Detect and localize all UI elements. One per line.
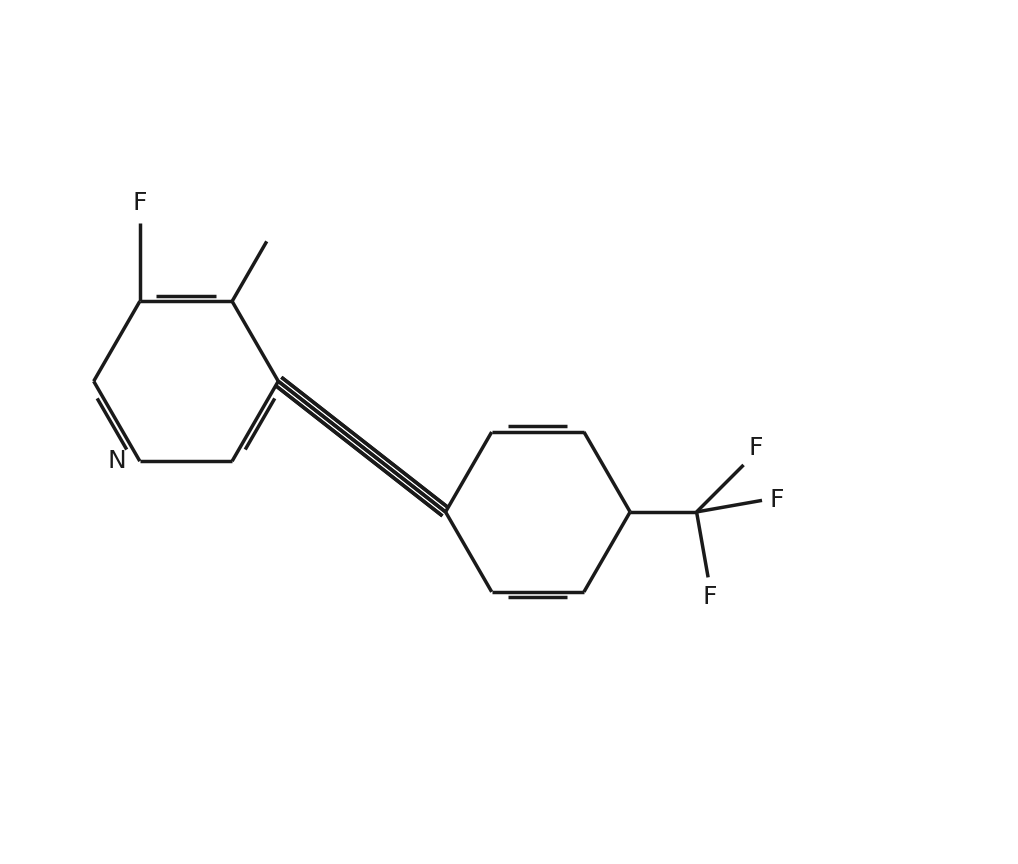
Text: F: F [132,192,147,215]
Text: F: F [748,436,762,461]
Text: F: F [702,585,718,609]
Text: N: N [107,449,126,473]
Text: F: F [770,488,784,512]
